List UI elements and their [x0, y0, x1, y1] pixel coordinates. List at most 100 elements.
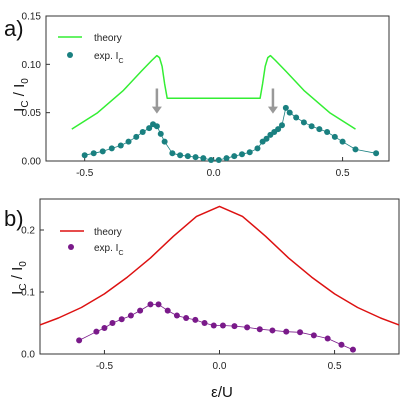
panel-a-exp-point-1 — [90, 150, 97, 157]
panel-a-xtick-label-0: -0.5 — [76, 168, 94, 179]
panel-a-exp-point-17 — [200, 155, 207, 162]
panel-b-exp-point-7 — [147, 301, 154, 308]
panel-b-legend-exp: exp. IC​ — [94, 243, 124, 257]
panel-b-exp-point-16 — [231, 323, 238, 330]
panel-a-legend-exp: exp. IC​ — [94, 51, 124, 65]
panel-b-exp-point-20 — [283, 328, 290, 335]
panel-a-exp-point-20 — [223, 155, 230, 162]
panel-a-exp-point-5 — [125, 138, 132, 145]
panel-b-exp-point-6 — [137, 307, 144, 314]
panel-b-xtick-label-1: 0.0 — [213, 361, 227, 372]
panel-b-exp-point-18 — [256, 326, 263, 333]
panel-b-exp-point-4 — [118, 316, 125, 323]
panel-a-exp-point-2 — [99, 148, 106, 155]
panel-a-exp-point-6 — [133, 133, 140, 140]
panel-a-exp-point-39 — [339, 138, 346, 145]
panel-b-exp-point-24 — [338, 341, 345, 348]
panel-a-xtick-label-2: 0.5 — [336, 168, 350, 179]
panel-b-exp-point-22 — [310, 332, 317, 339]
panel-a-exp-point-40 — [352, 146, 359, 153]
panel-a-exp-point-10 — [153, 123, 160, 130]
panel-a-plot — [71, 54, 380, 164]
panel-b-ylabel: IC​ / I0​ — [9, 261, 29, 295]
panel-b-theory-line — [39, 205, 400, 326]
panel-b-exp-point-11 — [183, 315, 190, 322]
panel-a-arrow-head-1 — [267, 106, 278, 114]
panel-b-xlabel: ε/U — [211, 384, 233, 401]
panel-b-xtick-label-0: -0.5 — [96, 361, 114, 372]
panel-a: a) -0.50.00.50.000.050.100.15 IC​ / I0​ … — [4, 12, 390, 180]
panel-b-exp-point-25 — [349, 346, 356, 353]
panel-b-ytick-label-1: 0.1 — [21, 288, 35, 299]
panel-a-ytick-label-1: 0.05 — [22, 108, 42, 119]
panel-a-ytick-label-0: 0.00 — [22, 157, 42, 168]
panel-a-xtick-label-1: 0.0 — [207, 168, 221, 179]
panel-a-exp-point-33 — [293, 114, 300, 121]
panel-a-exp-point-11 — [157, 130, 164, 137]
panel-b-exp-point-12 — [192, 316, 199, 323]
panel-b-exp-point-14 — [210, 322, 217, 329]
panel-b-ylabel-text: IC​ / I0​ — [9, 261, 29, 295]
panel-a-exp-point-8 — [146, 125, 153, 132]
panel-b-xtick-label-2: 0.5 — [328, 361, 342, 372]
panel-a-exp-point-19 — [215, 157, 222, 164]
panel-a-theory-line — [71, 54, 356, 130]
panel-a-exp-point-15 — [184, 153, 191, 160]
panel-a-exp-point-23 — [246, 149, 253, 156]
panel-b-ticks: -0.5 0.0 0.5 0.0 0.1 0.2 — [21, 226, 342, 373]
panel-b-exp-point-10 — [173, 312, 180, 319]
panel-a-ylabel: IC​ / I0​ — [11, 78, 31, 112]
panel-b-exp-point-21 — [297, 329, 304, 336]
panel-a-exp-point-30 — [278, 122, 285, 129]
panel-b-exp-point-0 — [76, 337, 83, 344]
panel-b-exp-point-15 — [219, 322, 226, 329]
panel-a-exp-point-37 — [324, 129, 331, 135]
panel-a-exp-point-38 — [331, 133, 338, 140]
panel-a-exp-point-12 — [161, 138, 168, 145]
panel-a-legend-theory: theory — [94, 33, 122, 44]
panel-b-exp-point-2 — [101, 324, 108, 331]
panel-a-exp-point-3 — [108, 145, 115, 152]
panel-a-ytick-label-3: 0.15 — [22, 12, 42, 23]
panel-b-ytick-label-2: 0.2 — [21, 226, 35, 237]
panel-b-exp-point-1 — [93, 328, 100, 335]
panel-b-exp-point-13 — [201, 320, 208, 326]
panel-a-exp-point-34 — [300, 119, 307, 126]
panel-b-legend-theory: theory — [94, 227, 122, 238]
panel-b-exp-point-23 — [324, 335, 331, 342]
panel-a-exp-point-14 — [177, 152, 184, 159]
panel-a-legend-exp-swatch — [67, 52, 73, 58]
panel-a-exp-point-29 — [275, 126, 282, 133]
panel-a-exp-line — [84, 107, 377, 161]
panel-a-exp-point-21 — [231, 153, 238, 160]
panel-a-ylabel-text: IC​ / I0​ — [11, 78, 31, 112]
panel-b-exp-point-8 — [155, 301, 162, 308]
panel-a-exp-point-24 — [254, 145, 261, 152]
panel-b-exp-point-5 — [127, 312, 134, 319]
panel-a-ticks: -0.5 0.0 0.5 0.00 0.05 0.10 0.15 — [22, 12, 350, 180]
panel-b-exp-point-9 — [164, 307, 171, 314]
panel-b-legend-exp-swatch — [68, 244, 74, 250]
panel-a-exp-point-22 — [239, 151, 245, 158]
panel-a-exp-point-13 — [169, 150, 176, 157]
panel-a-exp-point-0 — [81, 152, 88, 159]
panel-a-exp-point-31 — [282, 104, 289, 111]
panel-b-exp-point-17 — [244, 324, 251, 331]
panel-a-legend: theory exp. IC​ — [58, 33, 124, 65]
panel-a-exp-point-26 — [263, 135, 270, 142]
panel-a-arrow-head-0 — [151, 106, 162, 114]
panel-a-exp-point-32 — [286, 109, 293, 116]
panel-a-exp-point-36 — [316, 126, 323, 133]
panel-a-exp-point-41 — [373, 150, 380, 157]
panel-a-ytick-label-2: 0.10 — [22, 60, 42, 71]
panel-a-exp-point-18 — [208, 157, 215, 164]
panel-b-ytick-label-0: 0.0 — [21, 350, 35, 361]
panel-b-exp-point-19 — [269, 327, 276, 334]
panel-a-exp-point-16 — [192, 154, 199, 161]
panel-a-exp-point-35 — [308, 123, 315, 130]
panel-a-exp-point-4 — [117, 142, 124, 149]
panel-a-exp-point-7 — [139, 129, 146, 135]
panel-b-label: b) — [4, 206, 24, 231]
panel-b-legend: theory exp. IC​ — [60, 227, 124, 257]
